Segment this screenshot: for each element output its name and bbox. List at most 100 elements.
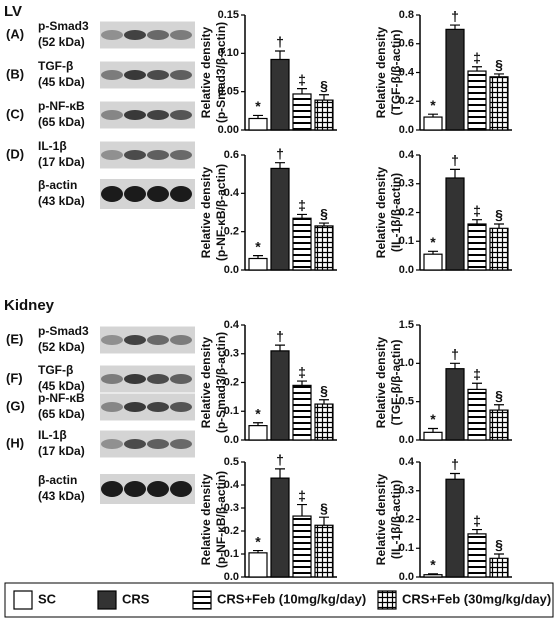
error-bar xyxy=(319,94,329,101)
error-bar xyxy=(297,380,307,386)
error-bar xyxy=(450,168,460,178)
y-tick-label: 0.4 xyxy=(224,479,240,491)
size-label: (45 kDa) xyxy=(38,75,85,89)
significance-mark: ‡ xyxy=(473,202,481,218)
blot-band xyxy=(124,110,146,120)
y-tick-label: 0.00 xyxy=(218,124,239,136)
blot-band xyxy=(170,402,192,412)
y-tick-label: 0.0 xyxy=(224,264,239,276)
bar xyxy=(270,167,290,271)
bar xyxy=(445,368,465,441)
bar xyxy=(467,223,487,271)
significance-mark: § xyxy=(320,77,328,93)
significance-mark: † xyxy=(451,456,459,472)
panel-letter: (H) xyxy=(6,435,24,450)
significance-mark: * xyxy=(255,405,261,421)
size-label: (65 kDa) xyxy=(38,115,85,129)
y-tick-label: 0.8 xyxy=(399,9,414,21)
blot-band xyxy=(124,30,146,40)
legend-swatch xyxy=(377,590,397,610)
blot-band xyxy=(147,70,169,80)
significance-mark: ‡ xyxy=(473,512,481,528)
y-tick-label: 0.05 xyxy=(218,86,239,98)
panel-letter: (E) xyxy=(6,331,23,346)
blot-band xyxy=(101,481,123,497)
bar xyxy=(292,93,312,131)
error-bar xyxy=(297,503,307,517)
size-label: (43 kDa) xyxy=(38,194,85,208)
significance-mark: ‡ xyxy=(298,364,306,380)
y-tick-label: 0.4 xyxy=(399,66,415,78)
bar xyxy=(467,70,487,131)
size-label: (65 kDa) xyxy=(38,407,85,421)
blot-band xyxy=(147,30,169,40)
y-axis-label: (p-NF-κB/β-actin) xyxy=(214,164,228,261)
y-axis-label: (IL-1β/β-actin) xyxy=(389,480,403,559)
panel-letter: (C) xyxy=(6,106,24,121)
panel-letter: (G) xyxy=(6,398,25,413)
significance-mark: § xyxy=(320,382,328,398)
y-tick-label: 0.2 xyxy=(399,206,414,218)
blot-band xyxy=(147,481,169,497)
y-tick-label: 0.15 xyxy=(218,9,239,21)
bar xyxy=(445,177,465,271)
y-tick-label: 0.2 xyxy=(224,525,239,537)
significance-mark: § xyxy=(495,387,503,403)
y-tick-label: 0.10 xyxy=(218,47,239,59)
error-bar xyxy=(275,50,285,60)
significance-mark: * xyxy=(255,238,261,254)
bar xyxy=(292,217,312,271)
significance-mark: † xyxy=(451,152,459,168)
error-bar xyxy=(428,113,438,118)
bar xyxy=(489,409,509,441)
bar xyxy=(423,253,443,271)
blot-band xyxy=(170,439,192,449)
significance-mark: * xyxy=(430,411,436,427)
y-tick-label: 0.3 xyxy=(399,485,414,497)
error-bar xyxy=(319,399,329,405)
blot-band xyxy=(170,30,192,40)
blot-band xyxy=(147,186,169,202)
significance-mark: § xyxy=(495,57,503,73)
bar xyxy=(292,384,312,441)
y-tick-label: 0.0 xyxy=(399,571,414,583)
bar xyxy=(423,431,443,441)
significance-mark: § xyxy=(320,500,328,516)
y-tick-label: 0.2 xyxy=(399,95,414,107)
blot-band xyxy=(101,335,123,345)
y-tick-label: 0.1 xyxy=(224,548,239,560)
legend-label: CRS+Feb (10mg/kg/day) xyxy=(217,591,366,606)
y-tick-label: 0.6 xyxy=(399,38,414,50)
y-tick-label: 1.5 xyxy=(399,319,414,331)
error-bar xyxy=(297,88,307,94)
blot-band xyxy=(101,402,123,412)
blot-band xyxy=(124,186,146,202)
y-axis-label: Relative density xyxy=(199,336,213,428)
y-tick-label: 0.2 xyxy=(224,376,239,388)
error-bar xyxy=(450,472,460,480)
bar xyxy=(314,403,334,441)
y-axis-label: Relative density xyxy=(199,473,213,565)
significance-mark: † xyxy=(276,328,284,344)
protein-label: IL-1β xyxy=(38,139,67,153)
panel-letter: (F) xyxy=(6,370,23,385)
blot-band xyxy=(124,335,146,345)
bar xyxy=(467,388,487,441)
y-tick-label: 0.4 xyxy=(224,187,240,199)
y-axis-label: (p-Smad3/β-actin) xyxy=(214,22,228,123)
y-tick-label: 0.4 xyxy=(399,456,415,468)
bar xyxy=(270,350,290,441)
protein-label: p-NF-κB xyxy=(38,99,85,113)
bar xyxy=(445,28,465,131)
y-axis-label: (TGF-β/β-actin) xyxy=(389,30,403,116)
y-axis-label: (p-Smad3/β-actin) xyxy=(214,332,228,433)
blot-band xyxy=(170,110,192,120)
y-tick-label: 0.3 xyxy=(224,502,239,514)
significance-mark: * xyxy=(255,533,261,549)
y-tick-label: 1.0 xyxy=(399,357,414,369)
y-axis-label: Relative density xyxy=(374,473,388,565)
y-tick-label: 0.0 xyxy=(399,434,414,446)
error-bar xyxy=(253,549,263,553)
bar xyxy=(314,99,334,131)
legend-label: CRS xyxy=(122,591,150,606)
